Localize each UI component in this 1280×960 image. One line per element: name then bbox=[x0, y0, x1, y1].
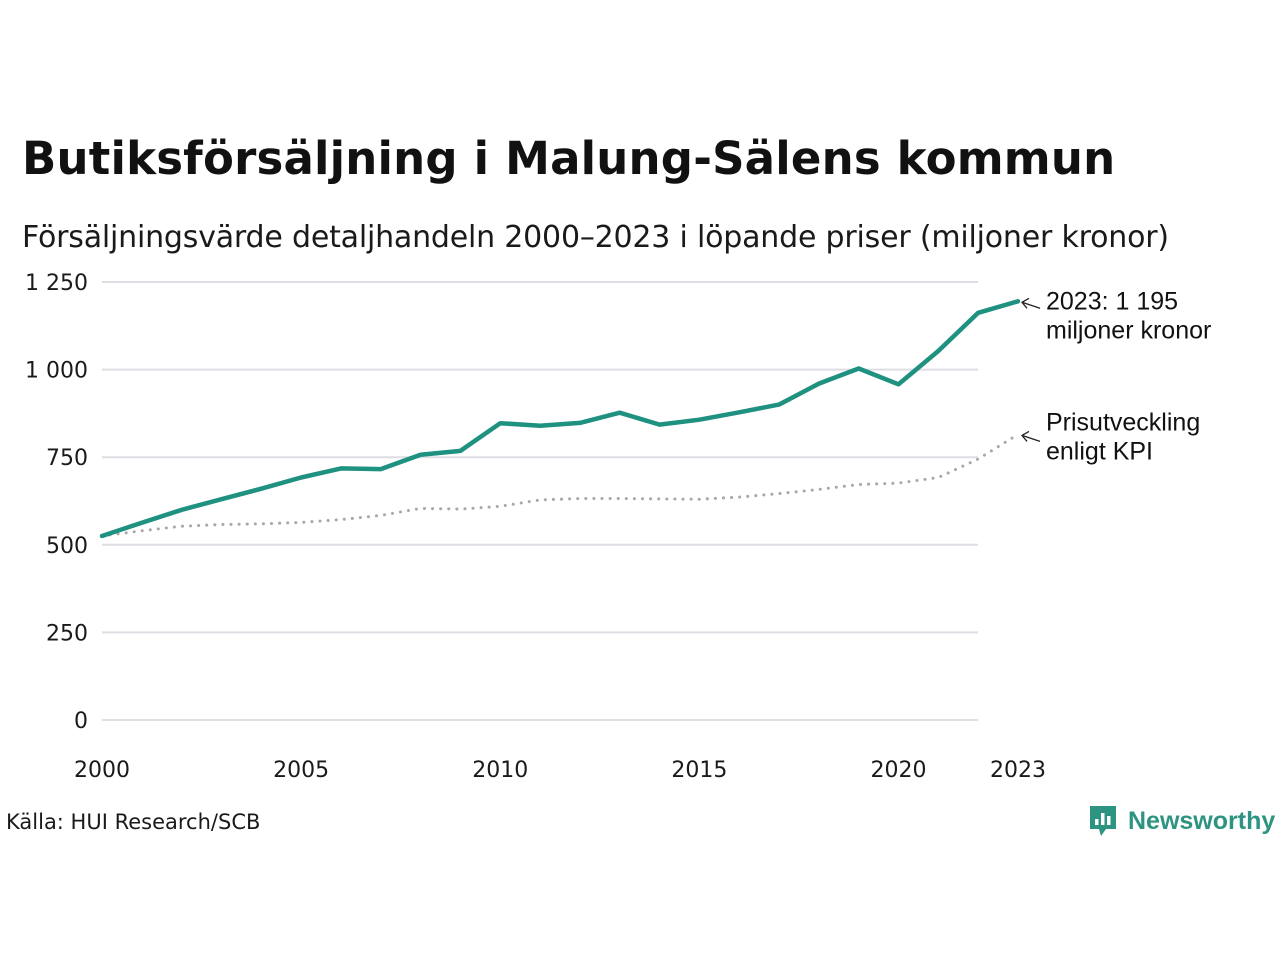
source-note: Källa: HUI Research/SCB bbox=[6, 810, 261, 834]
brand-name: Newsworthy bbox=[1128, 806, 1276, 835]
y-tick-label: 500 bbox=[46, 534, 88, 559]
chart-subtitle: Försäljningsvärde detaljhandeln 2000–202… bbox=[22, 220, 1169, 255]
x-tick-label: 2010 bbox=[472, 758, 528, 783]
x-axis-ticks: 2000 2005 2010 2015 2020 2023 bbox=[74, 758, 1046, 783]
annotation-arrow bbox=[1021, 434, 1041, 443]
newsworthy-logo-icon bbox=[1090, 806, 1116, 836]
gridlines bbox=[102, 281, 978, 721]
y-axis-ticks: 0 250 500 750 1 000 1 250 bbox=[25, 271, 88, 734]
sales-value-line bbox=[99, 299, 1021, 539]
y-tick-label: 250 bbox=[46, 621, 88, 646]
x-tick-label: 2015 bbox=[671, 758, 727, 783]
y-tick-label: 1 250 bbox=[25, 271, 88, 296]
y-tick-label: 750 bbox=[46, 446, 88, 471]
annotation-label: enligt KPI bbox=[1046, 437, 1153, 465]
y-tick-label: 0 bbox=[74, 709, 88, 734]
annotation-arrowhead bbox=[1021, 297, 1030, 309]
annotation-arrowhead bbox=[1021, 430, 1030, 442]
annotation-label: miljoner kronor bbox=[1046, 316, 1211, 344]
y-tick-label: 1 000 bbox=[25, 359, 88, 384]
annotation-label: 2023: 1 195 bbox=[1046, 287, 1178, 315]
brand-logo: Newsworthy bbox=[1088, 804, 1275, 838]
kpi-price-line bbox=[100, 432, 1020, 538]
chart-title: Butiksförsäljning i Malung-Sälens kommun bbox=[22, 132, 1116, 185]
x-tick-label: 2000 bbox=[74, 758, 130, 783]
x-tick-label: 2020 bbox=[871, 758, 927, 783]
series-lines bbox=[99, 299, 1021, 539]
x-tick-label: 2023 bbox=[990, 758, 1046, 783]
annotation-label: Prisutveckling bbox=[1046, 408, 1200, 436]
annotation-arrow bbox=[1021, 301, 1041, 309]
x-tick-label: 2005 bbox=[273, 758, 329, 783]
